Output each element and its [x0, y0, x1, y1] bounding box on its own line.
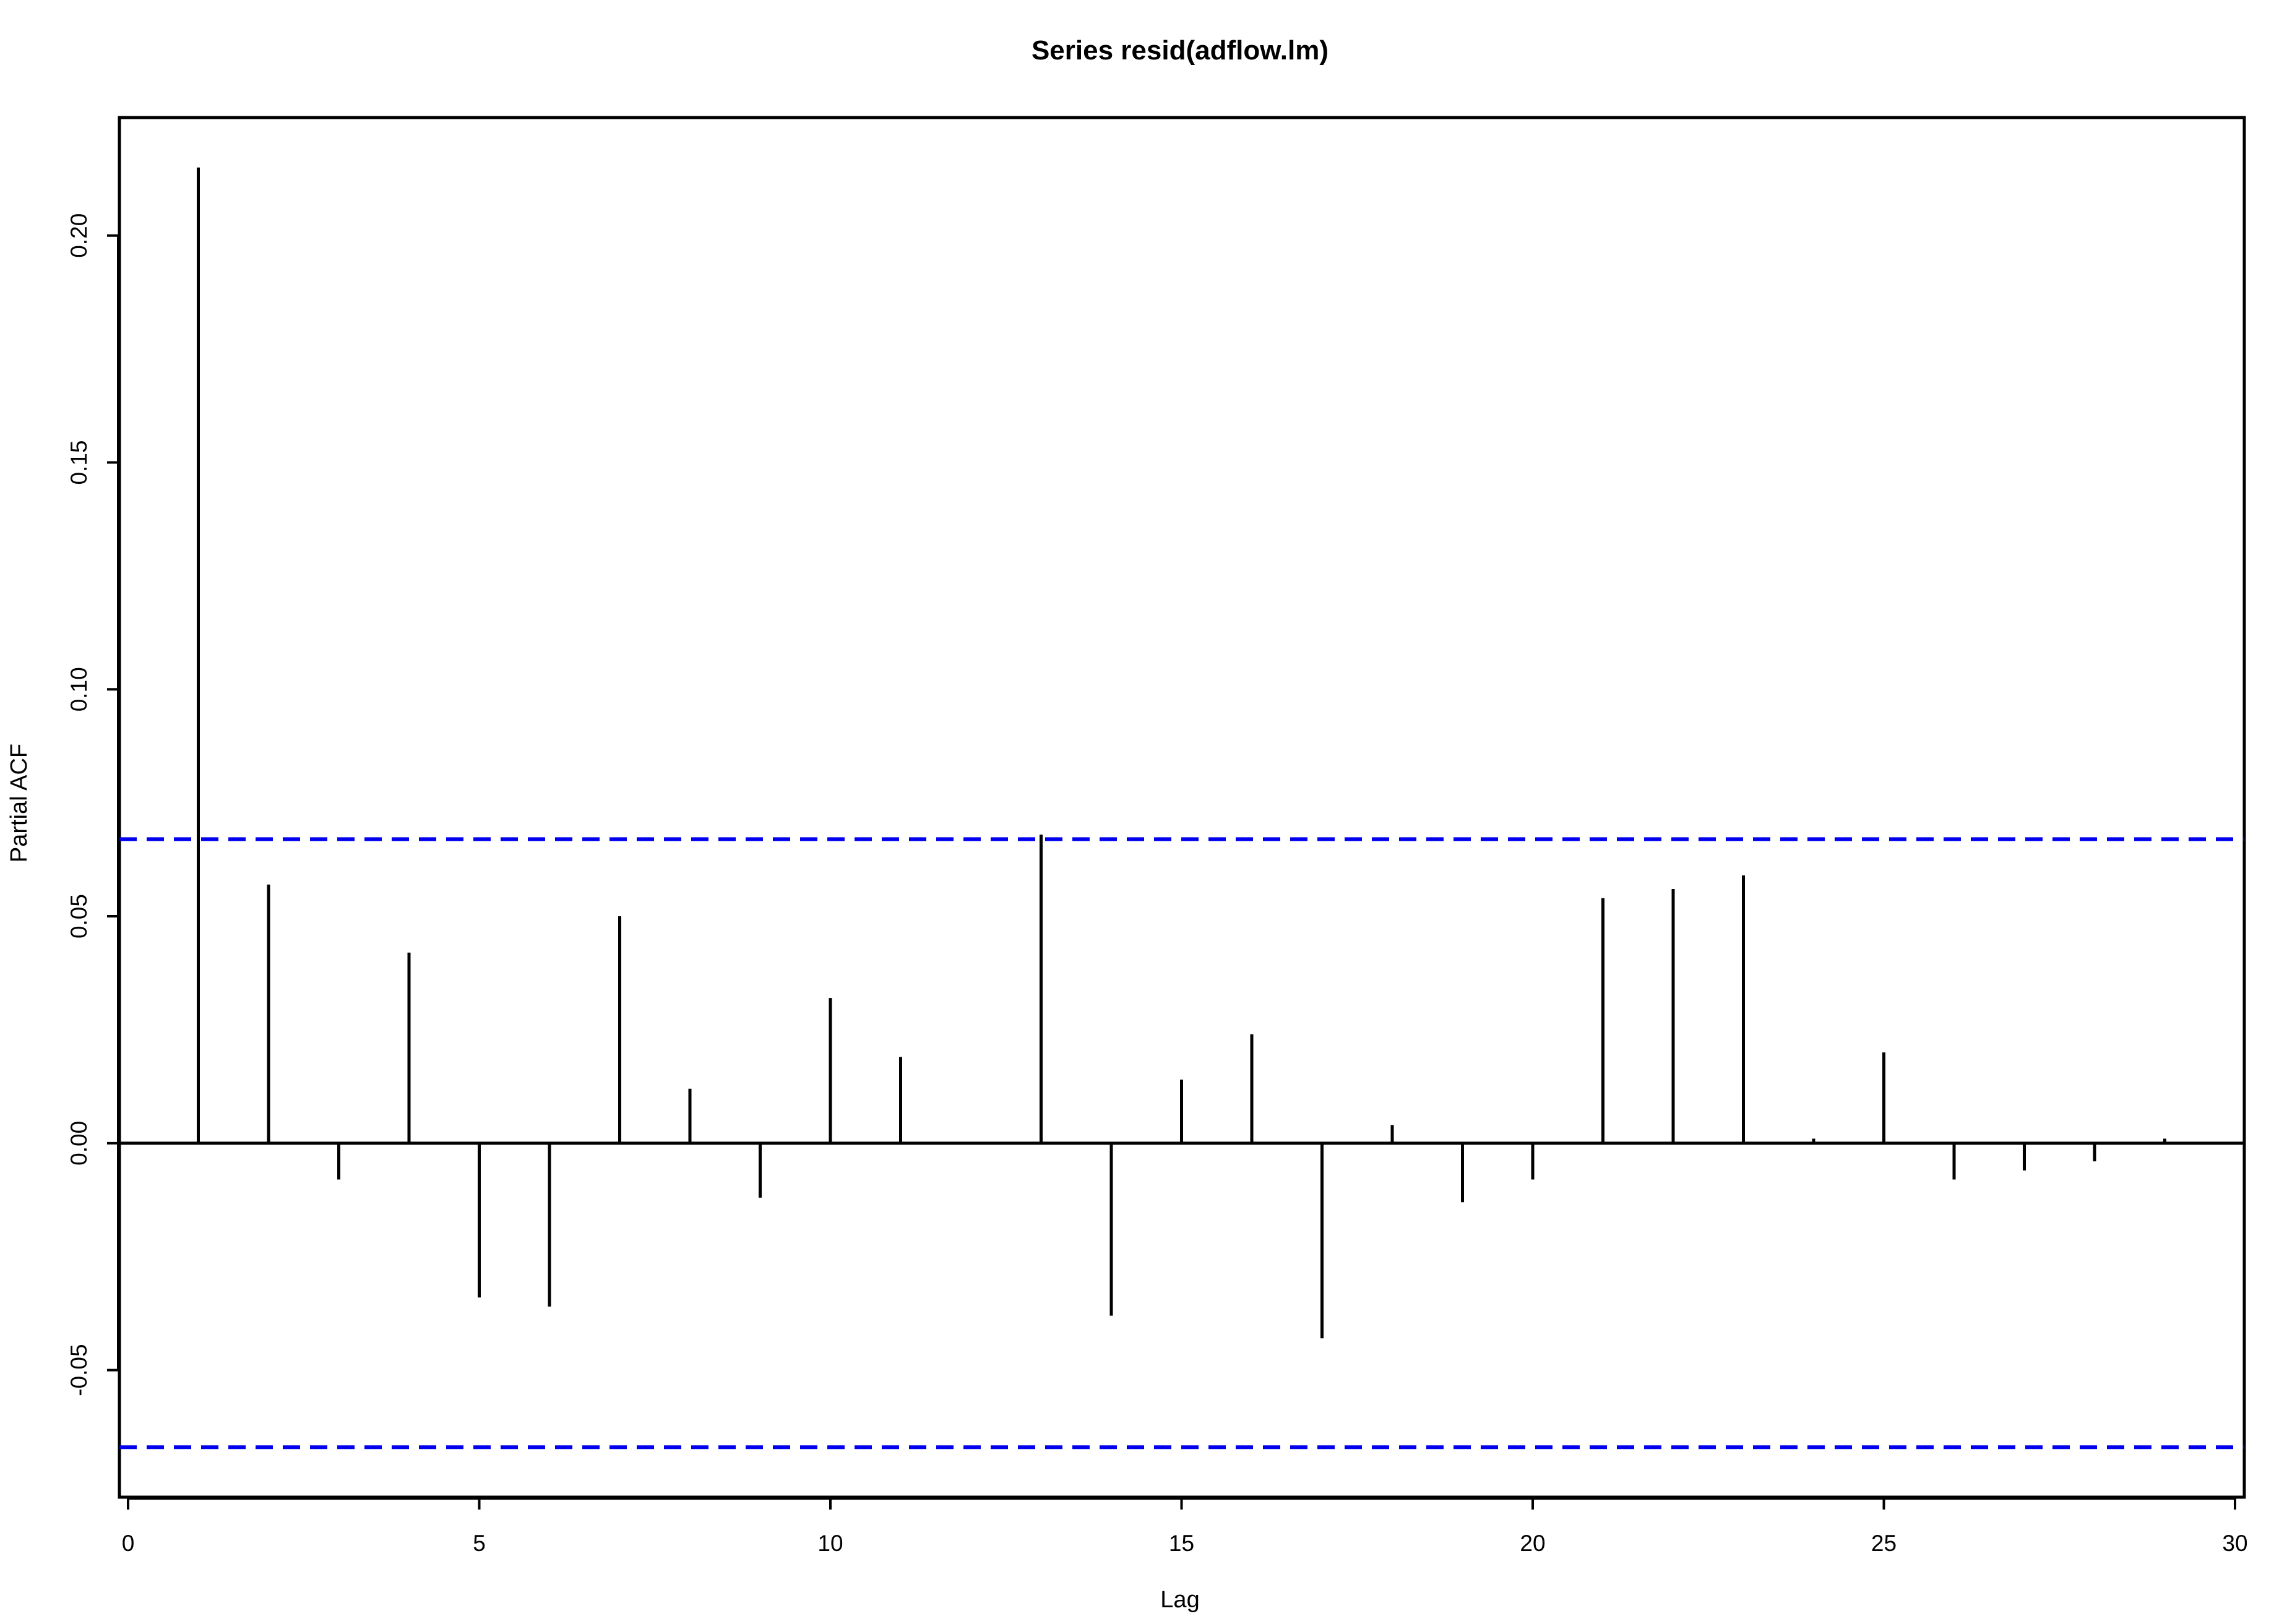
plot-area: 0 5 10 15 20 25 30 -0.05 0.00 0.05 0.10 0.15 0.20 [66, 116, 2248, 1556]
x-tick-label: 5 [473, 1531, 486, 1556]
y-tick-label: -0.05 [66, 1344, 92, 1396]
y-tick-label: 0.10 [66, 667, 92, 711]
x-tick-label: 15 [1169, 1531, 1194, 1556]
x-tick-label: 20 [1520, 1531, 1545, 1556]
x-tick-label: 0 [122, 1531, 135, 1556]
x-axis-label: Lag [1160, 1587, 1199, 1613]
plot-frame [118, 116, 2246, 1499]
y-tick-label: 0.15 [66, 440, 92, 484]
x-tick-label: 10 [817, 1531, 843, 1556]
y-tick-label: 0.20 [66, 213, 92, 258]
y-tick-label: 0.00 [66, 1121, 92, 1166]
y-tick-label: 0.05 [66, 894, 92, 939]
x-tick-label: 25 [1871, 1531, 1897, 1556]
x-tick-label: 30 [2222, 1531, 2247, 1556]
y-axis-label: Partial ACF [6, 744, 32, 862]
chart-title: Series resid(adflow.lm) [1031, 35, 1329, 66]
